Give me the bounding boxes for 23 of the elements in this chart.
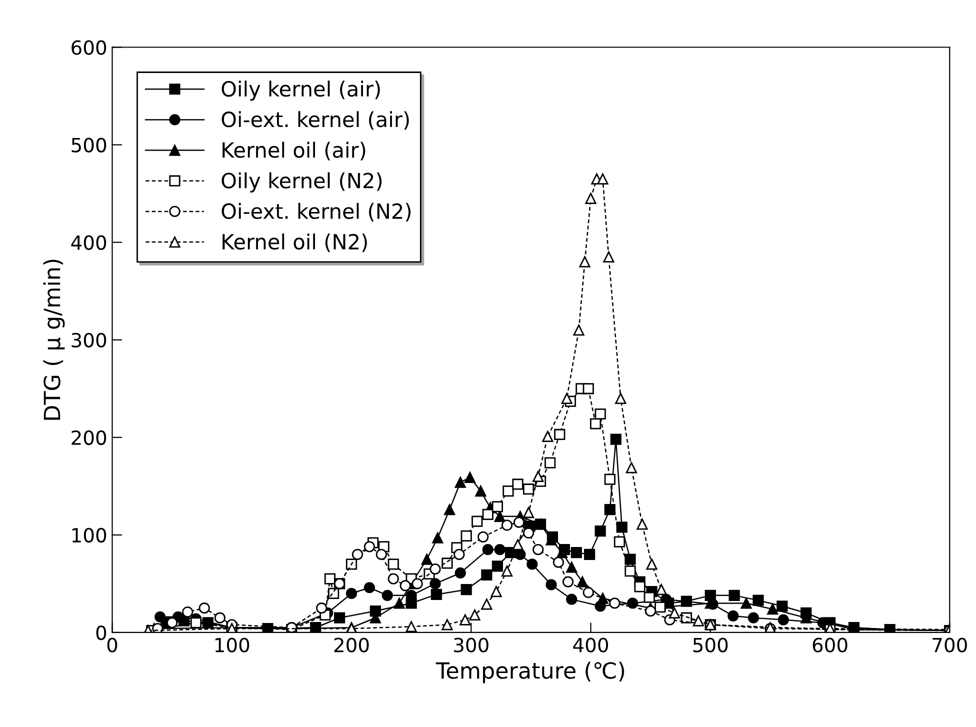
y-tick-label: 0 [96,625,106,640]
y-tick-label: 100 [72,528,106,543]
legend-label: Oi-ext. kernel (air) [222,111,409,130]
y-tick-label: 200 [72,430,106,446]
legend-label: Kernel oil (air) [222,142,366,160]
x-tick-label: 300 [454,638,488,652]
x-tick-label: 100 [215,638,250,652]
y-tick-label: 600 [72,40,106,55]
legend-label: Oily kernel (air) [222,80,380,101]
x-axis-title: Temperature (℃) [436,662,624,684]
legend-label: Kernel oil (N2) [222,233,367,252]
x-tick-label: 600 [812,638,848,652]
y-tick-label: 400 [71,235,106,250]
y-axis-title: DTG ( μ g/min) [43,260,65,420]
x-tick-label: 400 [573,638,608,652]
x-tick-label: 500 [693,638,728,652]
y-tick-label: 500 [72,138,106,152]
legend-label: Oily kernel (N2) [222,172,382,192]
legend-label: Oi-ext. kernel (N2) [222,202,411,222]
x-tick-label: 700 [932,638,967,652]
x-tick-label: 0 [107,638,118,652]
x-tick-label: 200 [334,638,369,652]
y-tick-label: 300 [72,332,106,348]
